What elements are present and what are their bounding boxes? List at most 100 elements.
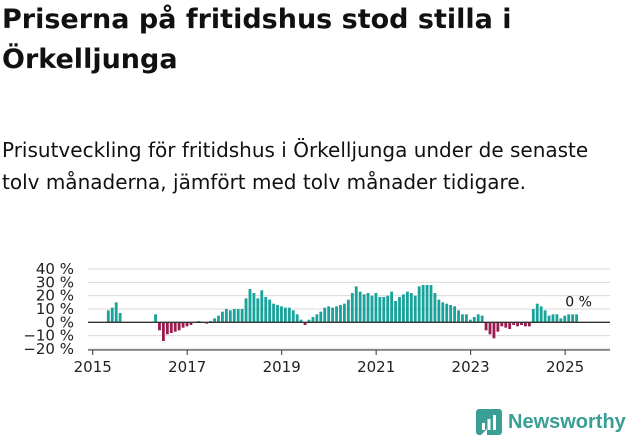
bar — [209, 321, 213, 323]
bar — [575, 314, 579, 323]
bar — [445, 303, 449, 323]
bar — [476, 314, 480, 323]
bar — [319, 311, 323, 323]
bar — [394, 301, 397, 323]
grid-lines — [88, 268, 610, 350]
bar — [472, 317, 476, 323]
bar — [543, 310, 547, 323]
bar — [433, 293, 437, 323]
bar — [449, 305, 453, 323]
bar — [366, 293, 370, 323]
bar — [429, 285, 433, 323]
bars — [106, 285, 579, 341]
bar — [280, 306, 283, 323]
bar — [291, 310, 295, 323]
x-tick-label: 2019 — [263, 358, 301, 376]
bar — [287, 307, 291, 323]
price-change-chart: 40 %30 %20 %10 %0 %−10 %−20 % 2015 2017 20… — [23, 260, 610, 376]
bar — [276, 305, 279, 323]
bar — [417, 286, 421, 323]
bar — [240, 309, 244, 323]
last-value-label: 0 % — [565, 294, 592, 310]
bar — [559, 318, 563, 323]
bar — [461, 314, 464, 323]
bar — [484, 322, 488, 331]
bar — [441, 302, 445, 323]
x-axis: 2015 2017 2019 2021 2023 2025 — [74, 349, 610, 376]
bar — [457, 310, 460, 323]
bar — [405, 291, 409, 323]
bar — [236, 309, 240, 323]
bar — [413, 295, 417, 323]
bar — [232, 309, 236, 323]
bar — [161, 322, 165, 341]
bar — [315, 314, 319, 323]
bar — [464, 314, 468, 323]
newsworthy-logo[interactable]: Newsworthy — [476, 408, 626, 436]
bar — [539, 306, 543, 323]
x-tick-label: 2021 — [357, 358, 395, 376]
bar — [299, 319, 303, 323]
y-tick-label: −20 % — [23, 340, 74, 358]
bar — [303, 322, 307, 325]
newsworthy-logo-icon — [476, 409, 502, 435]
bar — [311, 317, 315, 323]
y-tick-label: 20 % — [36, 287, 74, 305]
bar — [205, 322, 209, 324]
bar — [339, 305, 342, 323]
bar — [551, 314, 555, 323]
bar — [547, 315, 551, 323]
bar — [571, 314, 575, 323]
bar — [358, 291, 362, 323]
bar — [374, 293, 378, 323]
bar — [468, 319, 472, 323]
bar — [256, 298, 260, 323]
bar — [437, 299, 441, 323]
bar — [165, 322, 169, 335]
bar — [283, 307, 287, 323]
x-tick-label: 2023 — [452, 358, 490, 376]
bar — [350, 293, 354, 323]
bar — [228, 310, 232, 323]
bar — [504, 322, 508, 328]
bar — [114, 302, 118, 323]
bar — [520, 322, 523, 325]
bar — [189, 322, 193, 325]
bar — [260, 290, 264, 323]
bar — [224, 309, 228, 323]
bar — [508, 322, 512, 329]
bar — [343, 303, 346, 323]
bar — [118, 313, 122, 323]
bar — [496, 322, 500, 332]
bar — [409, 293, 413, 323]
bar — [264, 297, 268, 323]
bar — [272, 303, 276, 323]
bar — [512, 322, 516, 325]
bar — [555, 314, 559, 323]
y-tick-label: −10 % — [23, 327, 74, 345]
bar — [221, 311, 224, 323]
bar — [173, 322, 177, 332]
bar — [402, 294, 405, 323]
bar — [390, 291, 394, 323]
bar — [370, 295, 374, 323]
bar — [531, 309, 535, 323]
bar — [213, 318, 216, 323]
bar — [106, 310, 110, 323]
bar — [398, 297, 401, 323]
bar — [177, 322, 181, 331]
bar — [527, 322, 531, 327]
chart-title: Priserna på fritidshus stod stilla i Örk… — [2, 4, 512, 75]
bar — [248, 289, 252, 323]
bar — [327, 306, 331, 323]
bar — [453, 306, 457, 323]
chart-subtitle: Prisutveckling för fritidshus i Örkellju… — [2, 138, 589, 194]
bar — [516, 322, 519, 327]
bar — [158, 322, 161, 331]
bar — [323, 307, 327, 323]
y-tick-label: 10 % — [36, 300, 74, 318]
bar — [421, 285, 425, 323]
bar — [185, 322, 189, 327]
bar — [217, 315, 220, 323]
bar — [331, 307, 335, 323]
